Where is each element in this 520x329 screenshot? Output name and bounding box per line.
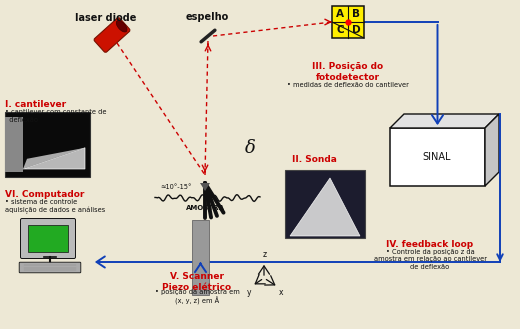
Text: • Controle da posição z da
amostra em relação ao cantilever
de deflexão: • Controle da posição z da amostra em re… bbox=[373, 249, 487, 270]
FancyBboxPatch shape bbox=[28, 225, 68, 252]
FancyBboxPatch shape bbox=[94, 18, 130, 52]
FancyBboxPatch shape bbox=[285, 170, 365, 238]
Text: VI. Computador: VI. Computador bbox=[5, 190, 84, 199]
Text: D: D bbox=[352, 25, 360, 35]
Text: AMOSTRA: AMOSTRA bbox=[186, 205, 225, 211]
Text: • cantilever com constante de
  deflexão: • cantilever com constante de deflexão bbox=[5, 109, 107, 122]
Polygon shape bbox=[23, 148, 85, 169]
Polygon shape bbox=[390, 114, 499, 128]
Ellipse shape bbox=[116, 21, 127, 32]
Text: • sistema de controle
aquisição de dados e análises: • sistema de controle aquisição de dado… bbox=[5, 199, 105, 214]
FancyBboxPatch shape bbox=[19, 262, 81, 273]
FancyBboxPatch shape bbox=[20, 218, 75, 259]
Text: • medidas de deflexão do cantilever: • medidas de deflexão do cantilever bbox=[287, 82, 409, 88]
Text: x: x bbox=[279, 288, 283, 297]
Text: y: y bbox=[247, 288, 251, 297]
FancyBboxPatch shape bbox=[192, 220, 209, 295]
Text: IV. feedback loop: IV. feedback loop bbox=[386, 240, 474, 249]
Bar bbox=[5, 117, 23, 172]
Text: • posição da amostra em
(x, y, z) em Å: • posição da amostra em (x, y, z) em Å bbox=[154, 289, 239, 305]
Text: z: z bbox=[263, 250, 267, 259]
FancyBboxPatch shape bbox=[332, 6, 364, 38]
Text: laser diode: laser diode bbox=[75, 13, 136, 23]
Text: V. Scanner
Piezo elétrico: V. Scanner Piezo elétrico bbox=[162, 272, 231, 292]
Text: I. cantilever: I. cantilever bbox=[5, 100, 66, 109]
Text: A: A bbox=[336, 9, 344, 19]
Text: III. Posição do
fotodetector: III. Posição do fotodetector bbox=[313, 62, 384, 82]
Text: II. Sonda: II. Sonda bbox=[292, 155, 337, 164]
Text: espelho: espelho bbox=[185, 12, 229, 22]
FancyBboxPatch shape bbox=[390, 128, 485, 186]
FancyBboxPatch shape bbox=[5, 112, 90, 177]
Text: C: C bbox=[336, 25, 344, 35]
Text: δ: δ bbox=[244, 139, 255, 157]
Polygon shape bbox=[290, 178, 360, 236]
Polygon shape bbox=[23, 148, 85, 169]
Polygon shape bbox=[485, 114, 499, 186]
Text: ≈10°-15°: ≈10°-15° bbox=[160, 184, 191, 190]
Text: SINAL: SINAL bbox=[423, 152, 451, 162]
Text: B: B bbox=[352, 9, 360, 19]
Polygon shape bbox=[200, 183, 210, 191]
